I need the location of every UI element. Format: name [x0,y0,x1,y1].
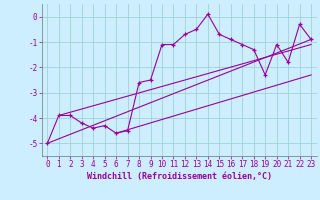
X-axis label: Windchill (Refroidissement éolien,°C): Windchill (Refroidissement éolien,°C) [87,172,272,181]
